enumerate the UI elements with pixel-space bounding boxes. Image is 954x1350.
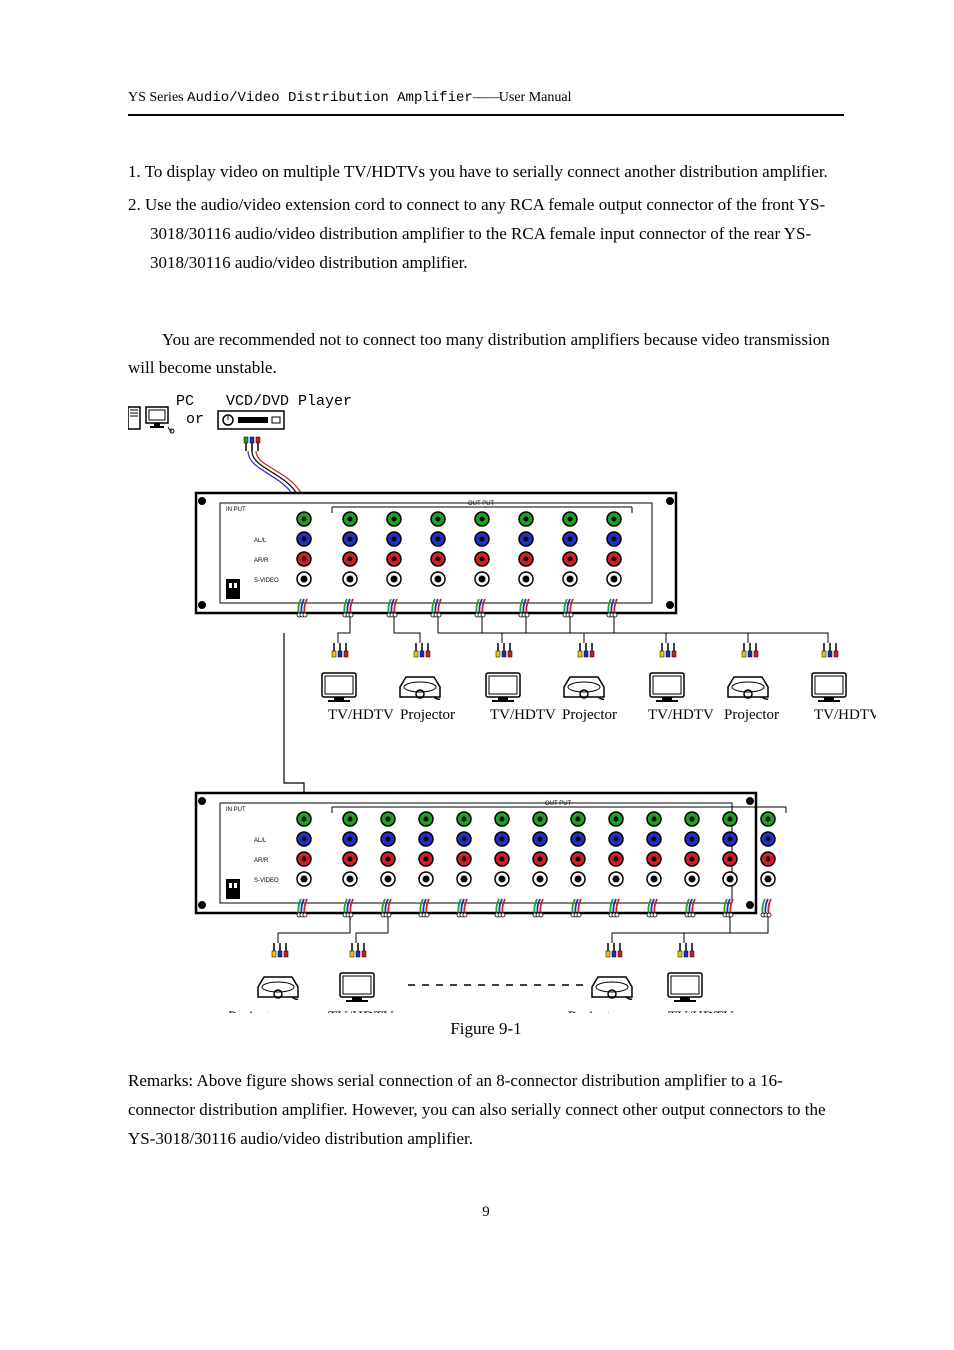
svg-text:Projector: Projector — [568, 1009, 623, 1013]
svg-text:OUT PUT: OUT PUT — [468, 501, 495, 507]
list-text-2: Use the audio/video extension cord to co… — [145, 195, 825, 272]
list-item-1: 1. To display video on multiple TV/HDTVs… — [128, 158, 844, 187]
header-series: YS Series — [128, 90, 187, 105]
svg-text:Projector: Projector — [562, 707, 617, 723]
svg-text:or: or — [186, 411, 204, 428]
remarks-paragraph: Remarks: Above figure shows serial conne… — [128, 1067, 844, 1154]
svg-text:TV/HDTV: TV/HDTV — [648, 707, 714, 723]
svg-text:S-VIDEO: S-VIDEO — [254, 878, 279, 884]
svg-text:OUT PUT: OUT PUT — [545, 801, 572, 807]
header-product: Audio/Video Distribution Amplifier — [187, 90, 473, 106]
svg-text:AR/R: AR/R — [254, 858, 269, 864]
figure-caption: Figure 9-1 — [128, 1019, 844, 1039]
svg-text:S-VIDEO: S-VIDEO — [254, 578, 279, 584]
svg-text:PC: PC — [176, 393, 194, 410]
list-item-2: 2. Use the audio/video extension cord to… — [128, 191, 844, 278]
header-manual: User Manual — [499, 90, 572, 105]
svg-text:TV/HDTV: TV/HDTV — [668, 1009, 734, 1013]
header-rule — [128, 114, 844, 116]
svg-text:TV/HDTV: TV/HDTV — [328, 1009, 394, 1013]
svg-text:Projector: Projector — [228, 1009, 283, 1013]
svg-text:IN PUT: IN PUT — [226, 807, 246, 813]
svg-text:IN PUT: IN PUT — [226, 507, 246, 513]
svg-text:Projector: Projector — [724, 707, 779, 723]
page-header: YS Series Audio/Video Distribution Ampli… — [128, 90, 844, 106]
svg-text:TV/HDTV: TV/HDTV — [490, 707, 556, 723]
figure-9-1: PCor VCD/DVD Player IN PUT OUT PUT AL/L AR/R S… — [128, 393, 844, 1039]
svg-text:TV/HDTV: TV/HDTV — [814, 707, 876, 723]
list-text-1: To display video on multiple TV/HDTVs yo… — [145, 162, 828, 181]
svg-text:AL/L: AL/L — [254, 538, 267, 544]
header-dash: —— — [473, 90, 499, 105]
svg-text:Projector: Projector — [400, 707, 455, 723]
list-num-2: 2. — [128, 195, 145, 214]
svg-text:VCD/DVD Player: VCD/DVD Player — [226, 393, 352, 410]
page-number: 9 — [128, 1204, 844, 1221]
svg-text:AL/L: AL/L — [254, 838, 267, 844]
diagram-svg: PCor VCD/DVD Player IN PUT OUT PUT AL/L AR/R S… — [128, 393, 876, 1013]
list-num-1: 1. — [128, 162, 145, 181]
recommendation-paragraph: You are recommended not to connect too m… — [128, 326, 844, 384]
svg-text:TV/HDTV: TV/HDTV — [328, 707, 394, 723]
svg-text:AR/R: AR/R — [254, 558, 269, 564]
